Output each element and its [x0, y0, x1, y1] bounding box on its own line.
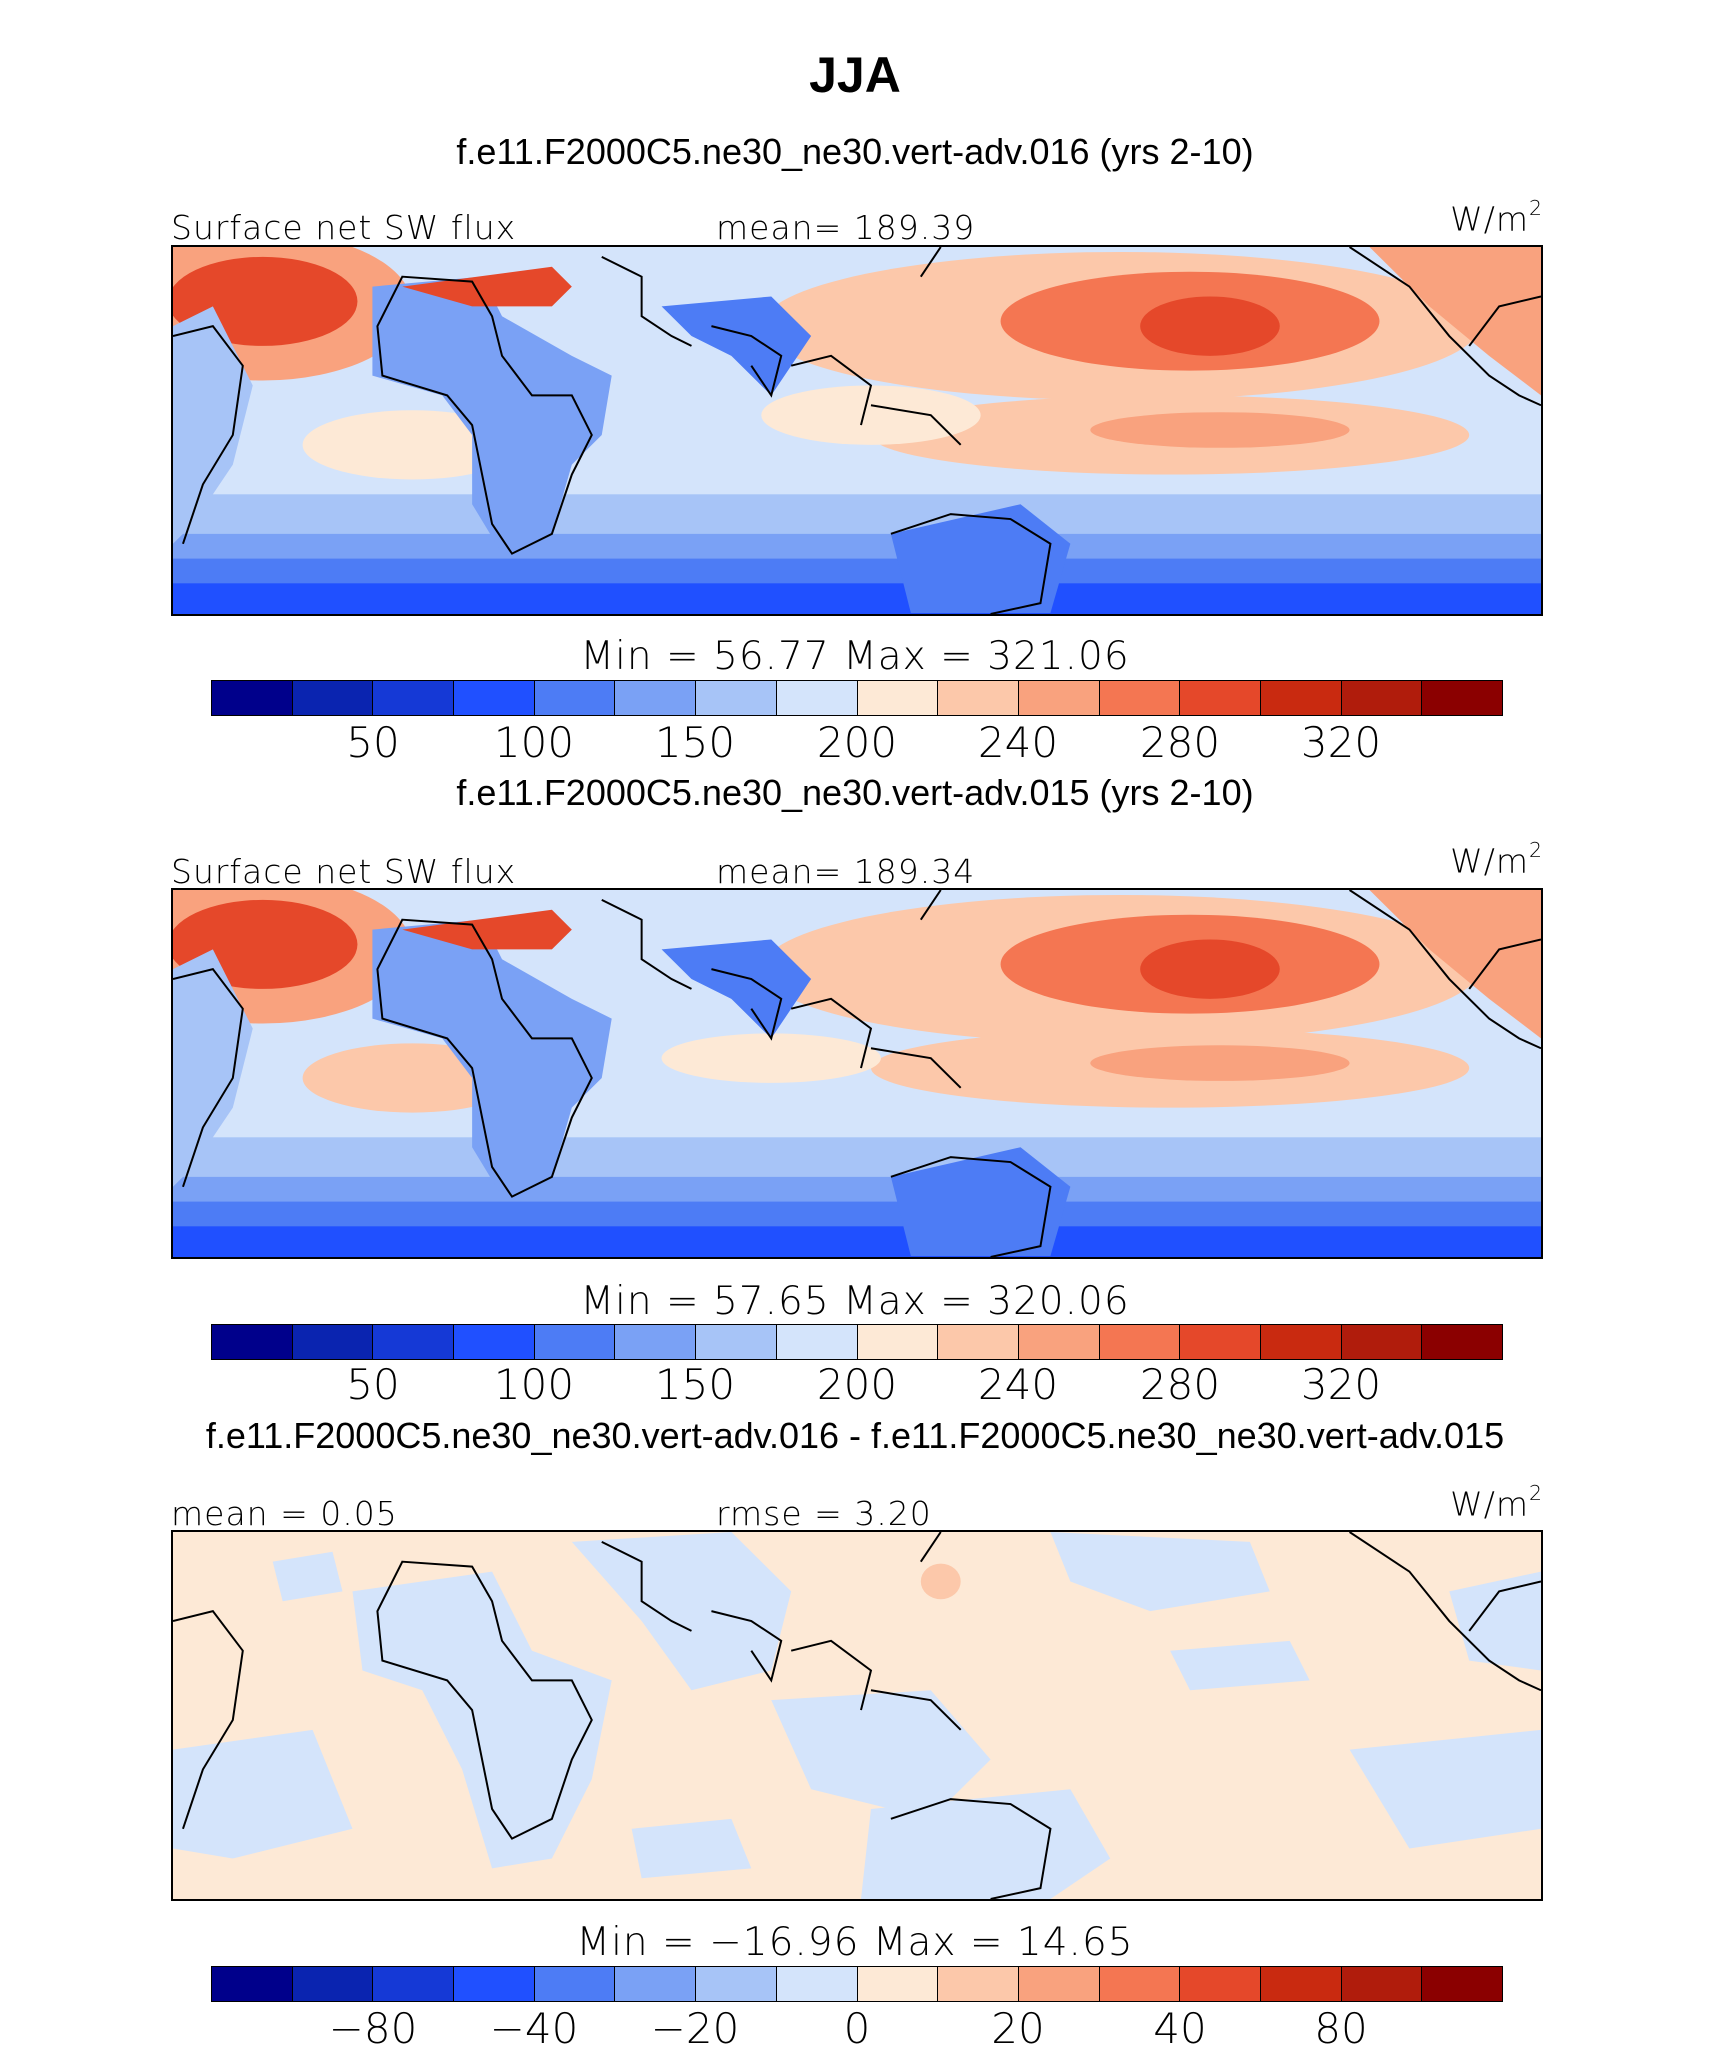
colorbar-swatch	[292, 1967, 374, 2001]
colorbar-swatch	[1260, 1325, 1342, 1359]
colorbar-swatch	[454, 1967, 535, 2001]
colorbar-swatch	[857, 681, 939, 715]
colorbar-swatch	[534, 681, 616, 715]
colorbar-swatch	[1180, 681, 1261, 715]
panel-2-tick: 280	[1139, 1360, 1221, 1409]
panel-1-tick: 150	[654, 718, 736, 767]
panel-3-map	[171, 1530, 1543, 1901]
colorbar-swatch	[615, 1325, 697, 1359]
colorbar-swatch	[292, 1325, 374, 1359]
colorbar-swatch	[1422, 681, 1502, 715]
panel-3-mean-label: mean = 0.05	[171, 1494, 398, 1533]
colorbar-swatch	[534, 1325, 616, 1359]
colorbar-swatch	[212, 1325, 293, 1359]
colorbar-swatch	[776, 1967, 858, 2001]
panel-1-tick: 280	[1139, 718, 1221, 767]
colorbar-swatch	[1099, 1325, 1181, 1359]
panel-1-minmax: Min = 56.77 Max = 321.06	[580, 634, 1130, 679]
colorbar-swatch	[776, 681, 858, 715]
panel-1-colorbar	[211, 680, 1503, 716]
colorbar-swatch	[1422, 1325, 1502, 1359]
panel-3-tick: −80	[328, 2004, 418, 2053]
panel-1-units: W/m2	[1450, 196, 1543, 239]
panel-2-tick: 100	[493, 1360, 575, 1409]
panel-1-tick: 50	[346, 718, 400, 767]
colorbar-swatch	[696, 1325, 777, 1359]
colorbar-swatch	[1260, 681, 1342, 715]
panel-3-colorbar	[211, 1966, 1503, 2002]
panel-2-variable-label: Surface net SW flux	[171, 852, 517, 891]
panel-2-tick: 240	[977, 1360, 1059, 1409]
colorbar-swatch	[1341, 1325, 1423, 1359]
panel-2-minmax: Min = 57.65 Max = 320.06	[580, 1279, 1130, 1324]
panel-1-tick: 320	[1300, 718, 1382, 767]
colorbar-swatch	[454, 681, 535, 715]
colorbar-swatch	[1018, 681, 1100, 715]
panel-2-tick: 200	[816, 1360, 898, 1409]
colorbar-swatch	[212, 1967, 293, 2001]
colorbar-swatch	[1099, 681, 1181, 715]
panel-1-tick: 100	[493, 718, 575, 767]
panel-2-tick: 50	[346, 1360, 400, 1409]
colorbar-swatch	[1099, 1967, 1181, 2001]
panel-3-tick: 40	[1153, 2004, 1207, 2053]
panel-1-case-title: f.e11.F2000C5.ne30_ne30.vert-adv.016 (yr…	[456, 131, 1254, 172]
panel-1-mean-label: mean= 189.39	[716, 208, 976, 247]
colorbar-swatch	[373, 681, 455, 715]
figure-title: JJA	[809, 47, 901, 103]
colorbar-swatch	[776, 1325, 858, 1359]
colorbar-swatch	[696, 1967, 777, 2001]
colorbar-swatch	[615, 1967, 697, 2001]
panel-3-tick: 20	[991, 2004, 1045, 2053]
panel-3-minmax: Min = −16.96 Max = 14.65	[576, 1920, 1134, 1965]
colorbar-swatch	[454, 1325, 535, 1359]
colorbar-swatch	[1341, 1967, 1423, 2001]
panel-1-tick: 240	[977, 718, 1059, 767]
panel-3-map-field	[173, 1532, 1541, 1899]
panel-1-tick: 200	[816, 718, 898, 767]
colorbar-swatch	[857, 1967, 939, 2001]
panel-2-tick: 320	[1300, 1360, 1382, 1409]
colorbar-swatch	[857, 1325, 939, 1359]
panel-3-tick: −40	[489, 2004, 579, 2053]
panel-3-tick: −20	[650, 2004, 740, 2053]
panel-1-map-field	[173, 247, 1541, 614]
colorbar-swatch	[1180, 1967, 1261, 2001]
panel-3-units: W/m2	[1450, 1481, 1543, 1524]
panel-3-case-title: f.e11.F2000C5.ne30_ne30.vert-adv.016 - f…	[205, 1415, 1505, 1456]
colorbar-swatch	[373, 1967, 455, 2001]
colorbar-swatch	[534, 1967, 616, 2001]
colorbar-swatch	[212, 681, 293, 715]
colorbar-swatch	[1422, 1967, 1502, 2001]
panel-2-mean-label: mean= 189.34	[716, 852, 976, 891]
colorbar-swatch	[1018, 1325, 1100, 1359]
colorbar-swatch	[292, 681, 374, 715]
panel-3-tick: 80	[1314, 2004, 1368, 2053]
colorbar-swatch	[1260, 1967, 1342, 2001]
panel-3-rmse-label: rmse = 3.20	[716, 1494, 932, 1533]
panel-2-map	[171, 888, 1543, 1259]
panel-2-tick: 150	[654, 1360, 736, 1409]
colorbar-swatch	[938, 1967, 1019, 2001]
colorbar-swatch	[938, 681, 1019, 715]
colorbar-swatch	[938, 1325, 1019, 1359]
colorbar-swatch	[1341, 681, 1423, 715]
colorbar-swatch	[373, 1325, 455, 1359]
colorbar-swatch	[1180, 1325, 1261, 1359]
panel-1-variable-label: Surface net SW flux	[171, 208, 517, 247]
panel-2-colorbar	[211, 1324, 1503, 1360]
panel-3-tick: 0	[843, 2004, 871, 2053]
colorbar-swatch	[615, 681, 697, 715]
colorbar-swatch	[1018, 1967, 1100, 2001]
panel-2-units: W/m2	[1450, 838, 1543, 881]
panel-2-map-field	[173, 890, 1541, 1257]
colorbar-swatch	[696, 681, 777, 715]
panel-1-map	[171, 245, 1543, 616]
panel-2-case-title: f.e11.F2000C5.ne30_ne30.vert-adv.015 (yr…	[456, 772, 1254, 813]
